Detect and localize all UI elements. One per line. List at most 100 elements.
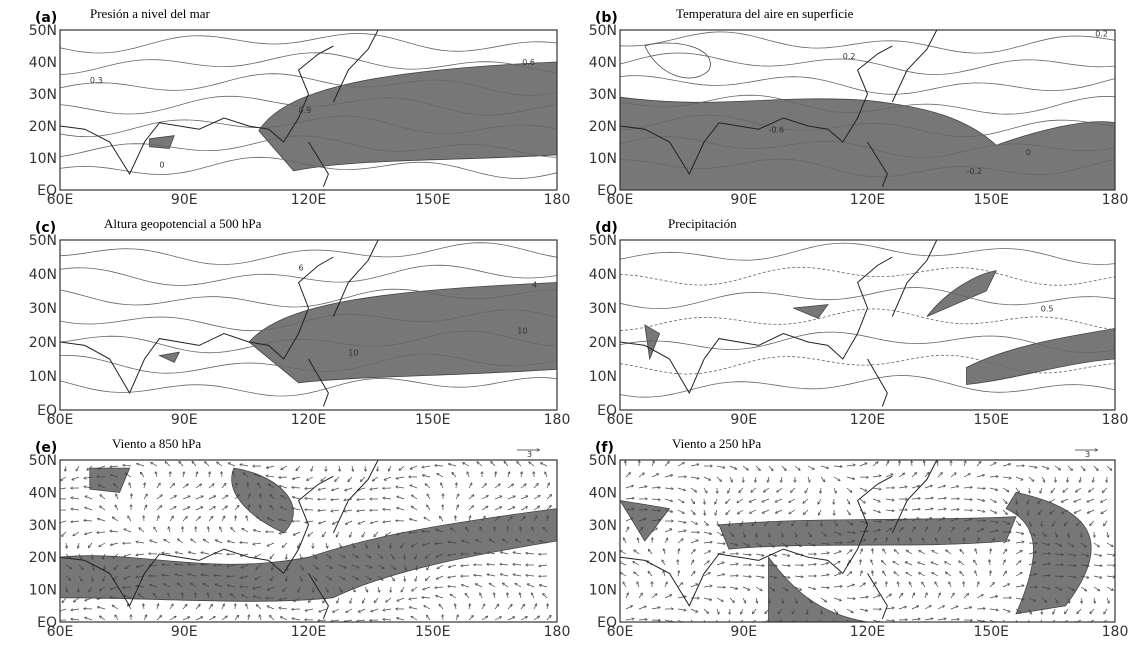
wind-vector xyxy=(755,575,764,578)
wind-vector xyxy=(495,472,496,478)
wind-vector xyxy=(703,608,708,613)
wind-vector xyxy=(762,498,770,502)
wind-vector xyxy=(751,487,757,492)
wind-vector xyxy=(234,495,239,500)
wind-vector xyxy=(143,615,147,621)
wind-vector xyxy=(540,541,548,544)
lat-label: 40N xyxy=(29,55,57,71)
wind-vector xyxy=(123,465,132,466)
panel-letter: (e) xyxy=(35,440,57,456)
wind-vector xyxy=(963,594,968,599)
wind-vector xyxy=(222,472,223,478)
wind-vector xyxy=(859,463,867,467)
lon-label: 150E xyxy=(973,624,1009,640)
wind-vector xyxy=(255,575,262,579)
wind-vector xyxy=(71,509,80,510)
wind-vector xyxy=(201,552,210,555)
wind-vector xyxy=(678,549,679,555)
wind-vector xyxy=(463,463,470,467)
wind-vector xyxy=(950,606,958,610)
wind-vector xyxy=(358,520,366,524)
wind-vector xyxy=(1002,464,1010,467)
wind-vector xyxy=(764,487,770,492)
wind-vector xyxy=(833,520,837,526)
wind-vector xyxy=(508,472,509,478)
wind-vector xyxy=(791,487,796,492)
wind-vector xyxy=(436,530,444,533)
wind-vector xyxy=(85,531,93,534)
wind-vector xyxy=(1040,487,1043,493)
wind-vector xyxy=(76,465,80,471)
wind-vector xyxy=(963,607,972,610)
lat-label: 10N xyxy=(29,151,57,167)
wind-vector xyxy=(690,498,694,504)
wind-vector xyxy=(403,564,406,570)
map-area xyxy=(620,460,1115,622)
wind-vector xyxy=(266,476,275,477)
wind-vector xyxy=(703,476,710,480)
wind-vector xyxy=(1106,597,1109,603)
wind-vector xyxy=(820,543,829,544)
wind-vector xyxy=(651,499,660,500)
lon-label: 150E xyxy=(415,192,451,208)
wind-vector xyxy=(481,484,486,489)
lat-label: 40N xyxy=(29,267,57,283)
wind-vector xyxy=(1101,498,1108,502)
lat-label: 50N xyxy=(29,23,57,39)
wind-vector xyxy=(625,527,629,533)
wind-vector xyxy=(292,618,301,621)
wind-vector xyxy=(885,461,889,467)
wind-vector xyxy=(1002,477,1011,478)
wind-vector xyxy=(976,509,985,512)
wind-vector xyxy=(390,575,394,581)
wind-vector xyxy=(638,519,646,522)
wind-vector xyxy=(182,496,190,500)
wind-vector xyxy=(532,527,535,533)
wind-vector xyxy=(234,483,237,489)
wind-vector xyxy=(789,498,796,502)
wind-vector xyxy=(807,465,814,469)
wind-vector xyxy=(1106,554,1115,555)
wind-vector xyxy=(974,560,978,566)
coastline xyxy=(60,240,379,407)
wind-vector xyxy=(976,595,983,599)
wind-vector xyxy=(71,619,80,620)
wind-vector xyxy=(1053,608,1056,614)
wind-vector xyxy=(268,518,275,522)
wind-vector xyxy=(546,616,551,621)
wind-vector xyxy=(415,575,418,581)
contour-label: 10 xyxy=(517,327,527,336)
wind-vector xyxy=(739,487,744,492)
wind-vector xyxy=(638,606,646,610)
wind-vector xyxy=(374,531,379,536)
contour-line xyxy=(60,377,557,397)
wind-vector xyxy=(124,596,132,599)
wind-vector xyxy=(859,539,866,544)
wind-vector xyxy=(361,476,366,481)
wind-vector xyxy=(664,582,667,588)
wind-vector xyxy=(195,593,196,599)
wind-vector xyxy=(220,527,223,533)
wind-vector xyxy=(820,553,829,554)
wind-vector xyxy=(664,549,665,555)
wind-vector xyxy=(1002,540,1010,544)
wind-vector xyxy=(677,539,683,544)
wind-vector xyxy=(781,575,790,578)
wind-vector xyxy=(490,539,496,544)
wind-vector xyxy=(78,586,79,592)
wind-vector xyxy=(60,488,67,489)
contour-label: 6 xyxy=(299,264,304,273)
wind-vector xyxy=(267,465,275,468)
wind-vector xyxy=(412,506,418,511)
wind-vector xyxy=(103,553,106,559)
wind-vector xyxy=(1076,487,1082,492)
contour-label: 4 xyxy=(532,281,537,290)
wind-vector xyxy=(480,593,483,599)
lat-label: EQ xyxy=(37,615,57,631)
wind-vector xyxy=(377,553,383,558)
wind-vector xyxy=(931,562,939,566)
wind-vector xyxy=(543,594,548,599)
wind-vector xyxy=(935,582,939,588)
wind-vector xyxy=(257,517,262,522)
